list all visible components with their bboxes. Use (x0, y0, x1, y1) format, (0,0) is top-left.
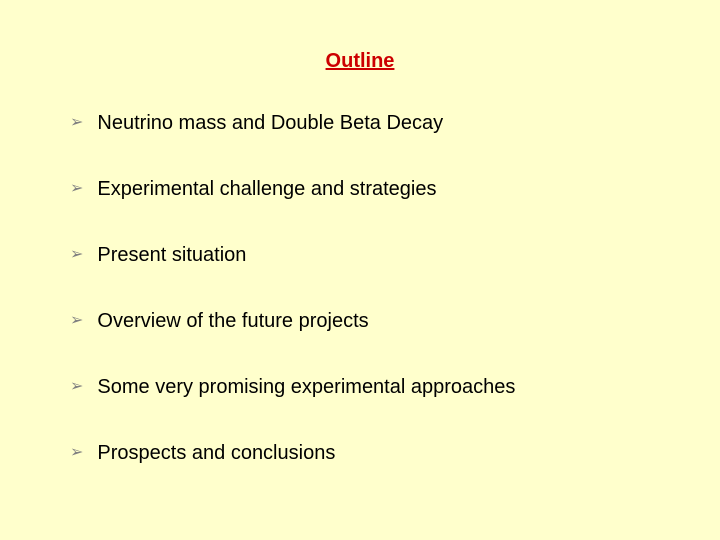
outline-list: ➢ Neutrino mass and Double Beta Decay ➢ … (70, 111, 670, 465)
list-item-label: Overview of the future projects (97, 309, 368, 333)
bullet-icon: ➢ (70, 111, 83, 135)
list-item: ➢ Prospects and conclusions (70, 441, 670, 465)
list-item: ➢ Overview of the future projects (70, 309, 670, 333)
list-item-label: Experimental challenge and strategies (97, 177, 436, 201)
list-item: ➢ Present situation (70, 243, 670, 267)
list-item-label: Prospects and conclusions (97, 441, 335, 465)
bullet-icon: ➢ (70, 309, 83, 333)
list-item-label: Neutrino mass and Double Beta Decay (97, 111, 443, 135)
list-item-label: Some very promising experimental approac… (97, 375, 515, 399)
list-item: ➢ Experimental challenge and strategies (70, 177, 670, 201)
bullet-icon: ➢ (70, 441, 83, 465)
bullet-icon: ➢ (70, 243, 83, 267)
slide-title: Outline (50, 50, 670, 73)
list-item-label: Present situation (97, 243, 246, 267)
list-item: ➢ Neutrino mass and Double Beta Decay (70, 111, 670, 135)
list-item: ➢ Some very promising experimental appro… (70, 375, 670, 399)
bullet-icon: ➢ (70, 375, 83, 399)
bullet-icon: ➢ (70, 177, 83, 201)
